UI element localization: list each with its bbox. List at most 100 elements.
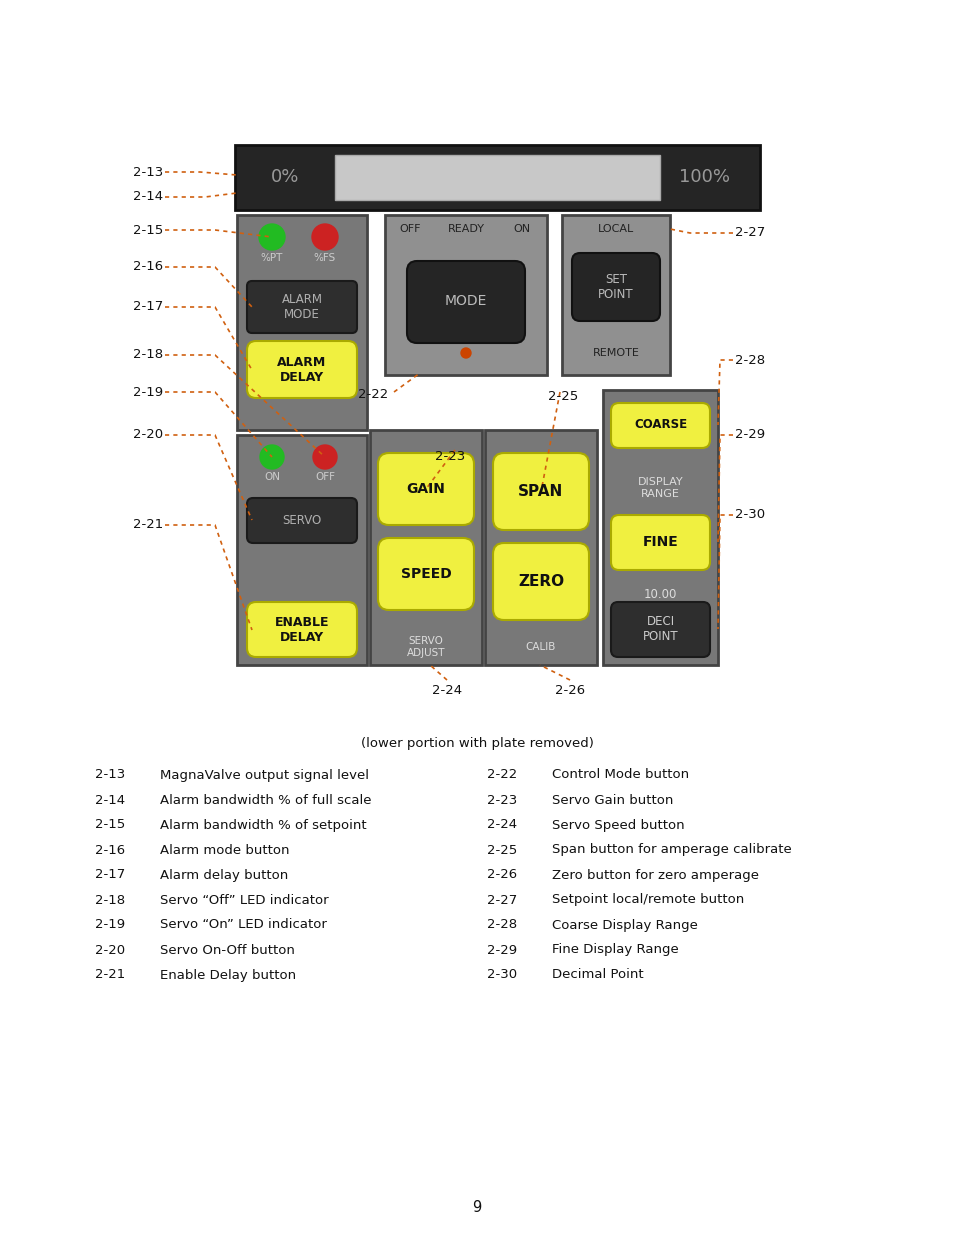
Text: %PT: %PT (260, 253, 283, 263)
Text: GAIN: GAIN (406, 482, 445, 496)
Text: Alarm bandwidth % of setpoint: Alarm bandwidth % of setpoint (160, 819, 366, 831)
FancyBboxPatch shape (247, 282, 356, 333)
Text: Enable Delay button: Enable Delay button (160, 968, 295, 982)
Text: %FS: %FS (314, 253, 335, 263)
FancyBboxPatch shape (572, 253, 659, 321)
Text: Servo Speed button: Servo Speed button (552, 819, 684, 831)
Text: 100%: 100% (679, 168, 730, 186)
Circle shape (312, 224, 337, 249)
Text: 2-28: 2-28 (486, 919, 517, 931)
Text: DECI
POINT: DECI POINT (642, 615, 678, 643)
Text: 2-18: 2-18 (132, 348, 163, 362)
Text: 2-20: 2-20 (132, 429, 163, 441)
Text: 2-30: 2-30 (734, 509, 764, 521)
Text: 2-13: 2-13 (132, 165, 163, 179)
Text: ALARM
DELAY: ALARM DELAY (277, 356, 326, 384)
Text: ON: ON (264, 472, 280, 482)
Text: DISPLAY
RANGE: DISPLAY RANGE (637, 477, 682, 499)
Circle shape (258, 224, 285, 249)
Text: OFF: OFF (314, 472, 335, 482)
Text: 2-20: 2-20 (95, 944, 125, 956)
Text: Zero button for zero amperage: Zero button for zero amperage (552, 868, 759, 882)
Bar (236, 435, 367, 664)
FancyBboxPatch shape (407, 261, 524, 343)
Bar (385, 215, 546, 375)
Text: 2-14: 2-14 (132, 190, 163, 204)
Text: Servo “On” LED indicator: Servo “On” LED indicator (160, 919, 327, 931)
Text: Fine Display Range: Fine Display Range (552, 944, 678, 956)
Text: 0%: 0% (271, 168, 299, 186)
FancyBboxPatch shape (377, 453, 474, 525)
Bar (561, 215, 669, 375)
Text: 2-15: 2-15 (95, 819, 125, 831)
Text: 2-17: 2-17 (95, 868, 125, 882)
Text: 2-19: 2-19 (132, 385, 163, 399)
Text: SPAN: SPAN (517, 484, 563, 499)
Text: Span button for amperage calibrate: Span button for amperage calibrate (552, 844, 791, 857)
Circle shape (313, 445, 336, 469)
Text: 2-22: 2-22 (486, 768, 517, 782)
Text: SERVO
ADJUST: SERVO ADJUST (406, 636, 445, 658)
FancyBboxPatch shape (493, 543, 588, 620)
Circle shape (460, 348, 471, 358)
Bar (602, 390, 718, 664)
Text: 2-13: 2-13 (95, 768, 125, 782)
Text: 2-23: 2-23 (486, 794, 517, 806)
Text: OFF: OFF (399, 224, 420, 233)
Text: 2-28: 2-28 (734, 353, 764, 367)
Text: 2-25: 2-25 (486, 844, 517, 857)
Text: 2-29: 2-29 (486, 944, 517, 956)
Text: LOCAL: LOCAL (598, 224, 634, 233)
Text: Servo On-Off button: Servo On-Off button (160, 944, 294, 956)
Text: 2-16: 2-16 (95, 844, 125, 857)
Circle shape (260, 445, 284, 469)
FancyBboxPatch shape (247, 341, 356, 398)
Text: Alarm bandwidth % of full scale: Alarm bandwidth % of full scale (160, 794, 371, 806)
Text: 2-23: 2-23 (435, 451, 465, 463)
Bar (335, 156, 659, 200)
Text: Coarse Display Range: Coarse Display Range (552, 919, 698, 931)
Text: ALARM
MODE: ALARM MODE (281, 293, 322, 321)
Text: SET
POINT: SET POINT (598, 273, 633, 301)
Text: READY: READY (447, 224, 484, 233)
Text: 2-21: 2-21 (132, 519, 163, 531)
Text: 2-26: 2-26 (555, 683, 584, 697)
FancyBboxPatch shape (610, 515, 709, 571)
Text: 2-16: 2-16 (132, 261, 163, 273)
Text: Alarm mode button: Alarm mode button (160, 844, 289, 857)
Text: ON: ON (513, 224, 530, 233)
Text: ZERO: ZERO (517, 574, 563, 589)
Text: Control Mode button: Control Mode button (552, 768, 688, 782)
FancyBboxPatch shape (610, 403, 709, 448)
Text: Alarm delay button: Alarm delay button (160, 868, 288, 882)
Text: 2-17: 2-17 (132, 300, 163, 314)
Text: REMOTE: REMOTE (592, 348, 639, 358)
Text: Decimal Point: Decimal Point (552, 968, 643, 982)
Text: Servo “Off” LED indicator: Servo “Off” LED indicator (160, 893, 328, 906)
Text: 2-18: 2-18 (95, 893, 125, 906)
Text: 2-27: 2-27 (734, 226, 764, 240)
Text: 2-14: 2-14 (95, 794, 125, 806)
Text: SERVO: SERVO (282, 514, 321, 526)
Text: MagnaValve output signal level: MagnaValve output signal level (160, 768, 369, 782)
Text: 2-24: 2-24 (486, 819, 517, 831)
Bar (236, 215, 367, 430)
Text: 2-21: 2-21 (95, 968, 125, 982)
Text: SPEED: SPEED (400, 567, 451, 580)
Text: 2-24: 2-24 (432, 683, 461, 697)
Text: Setpoint local/remote button: Setpoint local/remote button (552, 893, 743, 906)
Text: COARSE: COARSE (634, 419, 686, 431)
Text: 2-26: 2-26 (486, 868, 517, 882)
Bar (370, 430, 481, 664)
Text: ENABLE
DELAY: ENABLE DELAY (274, 616, 329, 643)
FancyBboxPatch shape (493, 453, 588, 530)
Bar (234, 144, 760, 210)
Text: 2-29: 2-29 (734, 429, 764, 441)
Text: MODE: MODE (444, 294, 487, 308)
Bar (484, 430, 597, 664)
Text: CALIB: CALIB (525, 642, 556, 652)
Text: 2-25: 2-25 (547, 390, 578, 404)
Text: 2-27: 2-27 (486, 893, 517, 906)
FancyBboxPatch shape (610, 601, 709, 657)
Text: (lower portion with plate removed): (lower portion with plate removed) (360, 736, 593, 750)
